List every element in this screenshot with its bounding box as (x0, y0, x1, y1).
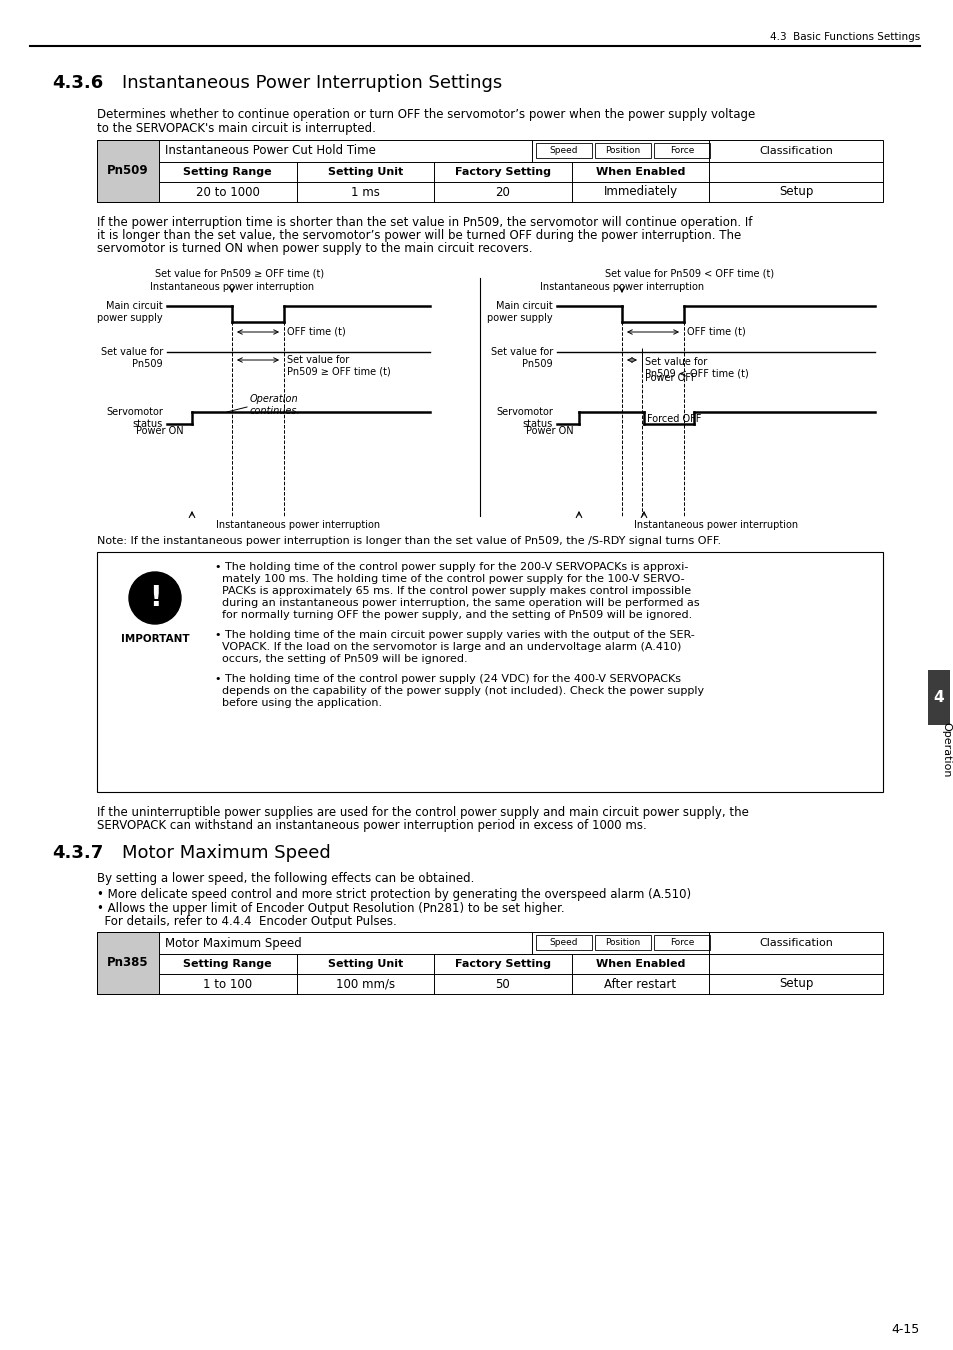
Bar (595, 936, 651, 950)
Text: 20: 20 (495, 185, 510, 198)
Text: depends on the capability of the power supply (not included). Check the power su: depends on the capability of the power s… (214, 686, 703, 697)
Text: 4.3.7: 4.3.7 (52, 844, 103, 863)
Text: Setup: Setup (778, 185, 813, 198)
Text: 20 to 1000: 20 to 1000 (195, 185, 259, 198)
Text: Pn385: Pn385 (107, 957, 149, 969)
Text: Setting Unit: Setting Unit (328, 167, 402, 177)
Text: 4.3.6: 4.3.6 (52, 74, 103, 92)
Text: Main circuit
power supply: Main circuit power supply (487, 301, 553, 323)
Text: Position: Position (605, 938, 640, 946)
Text: Note: If the instantaneous power interruption is longer than the set value of Pn: Note: If the instantaneous power interru… (97, 536, 720, 545)
Text: Servomotor
status: Servomotor status (106, 408, 163, 429)
Text: Classification: Classification (759, 146, 832, 157)
Text: Instantaneous power interruption: Instantaneous power interruption (150, 282, 314, 292)
Text: After restart: After restart (604, 977, 676, 991)
Bar (927, 670, 949, 725)
Text: Forced OFF: Forced OFF (646, 414, 700, 424)
Text: Setting Unit: Setting Unit (328, 958, 402, 969)
Text: • The holding time of the control power supply for the 200-V SERVOPACKs is appro: • The holding time of the control power … (214, 562, 688, 572)
Text: Power OFF: Power OFF (644, 373, 696, 383)
Text: When Enabled: When Enabled (595, 958, 684, 969)
Text: Instantaneous Power Cut Hold Time: Instantaneous Power Cut Hold Time (165, 144, 375, 158)
Text: 4.3  Basic Functions Settings: 4.3 Basic Functions Settings (769, 32, 919, 42)
Text: If the power interruption time is shorter than the set value in Pn509, the servo: If the power interruption time is shorte… (97, 216, 752, 230)
Text: 1 ms: 1 ms (351, 185, 379, 198)
Text: • The holding time of the main circuit power supply varies with the output of th: • The holding time of the main circuit p… (214, 630, 694, 640)
Text: Set value for Pn509 < OFF time (t): Set value for Pn509 < OFF time (t) (605, 269, 774, 278)
Text: Setting Range: Setting Range (183, 167, 272, 177)
Text: before using the application.: before using the application. (214, 698, 382, 707)
Text: Motor Maximum Speed: Motor Maximum Speed (165, 937, 301, 949)
Text: occurs, the setting of Pn509 will be ignored.: occurs, the setting of Pn509 will be ign… (214, 653, 467, 664)
Text: If the uninterruptible power supplies are used for the control power supply and : If the uninterruptible power supplies ar… (97, 806, 748, 819)
Text: Instantaneous power interruption: Instantaneous power interruption (216, 520, 380, 531)
Text: Power ON: Power ON (526, 427, 574, 436)
Text: Immediately: Immediately (602, 185, 677, 198)
Text: Force: Force (669, 146, 694, 155)
Bar (654, 936, 709, 950)
Text: • More delicate speed control and more strict protection by generating the overs: • More delicate speed control and more s… (97, 888, 690, 900)
Text: Position: Position (605, 146, 640, 155)
Text: Set value for
Pn509: Set value for Pn509 (490, 347, 553, 369)
Bar (97, 140, 159, 202)
Bar (97, 552, 882, 792)
Text: Operation: Operation (940, 722, 950, 778)
Text: for normally turning OFF the power supply, and the setting of Pn509 will be igno: for normally turning OFF the power suppl… (214, 610, 692, 620)
Text: Power ON: Power ON (136, 427, 184, 436)
Bar (97, 931, 159, 994)
Text: VOPACK. If the load on the servomotor is large and an undervoltage alarm (A.410): VOPACK. If the load on the servomotor is… (214, 643, 680, 652)
Text: OFF time (t): OFF time (t) (686, 327, 745, 338)
Text: For details, refer to 4.4.4  Encoder Output Pulses.: For details, refer to 4.4.4 Encoder Outp… (97, 915, 396, 927)
Text: Determines whether to continue operation or turn OFF the servomotor’s power when: Determines whether to continue operation… (97, 108, 755, 122)
Text: it is longer than the set value, the servomotor’s power will be turned OFF durin: it is longer than the set value, the ser… (97, 230, 740, 242)
Text: 100 mm/s: 100 mm/s (335, 977, 395, 991)
Text: 50: 50 (495, 977, 510, 991)
Text: By setting a lower speed, the following effects can be obtained.: By setting a lower speed, the following … (97, 872, 474, 886)
Text: When Enabled: When Enabled (595, 167, 684, 177)
Text: 4-15: 4-15 (891, 1323, 919, 1336)
Text: Set value for
Pn509 < OFF time (t): Set value for Pn509 < OFF time (t) (644, 356, 748, 378)
Text: servomotor is turned ON when power supply to the main circuit recovers.: servomotor is turned ON when power suppl… (97, 242, 532, 255)
Bar (536, 143, 592, 158)
Text: Pn509: Pn509 (107, 165, 149, 177)
Text: Instantaneous power interruption: Instantaneous power interruption (539, 282, 703, 292)
Text: Set value for
Pn509 ≥ OFF time (t): Set value for Pn509 ≥ OFF time (t) (287, 355, 391, 377)
Text: Instantaneous power interruption: Instantaneous power interruption (634, 520, 798, 531)
Text: Set value for Pn509 ≥ OFF time (t): Set value for Pn509 ≥ OFF time (t) (155, 269, 324, 278)
Bar (97, 931, 882, 994)
Text: OFF time (t): OFF time (t) (287, 327, 345, 338)
Text: SERVOPACK can withstand an instantaneous power interruption period in excess of : SERVOPACK can withstand an instantaneous… (97, 819, 646, 832)
Text: Motor Maximum Speed: Motor Maximum Speed (122, 844, 331, 863)
Text: Servomotor
status: Servomotor status (496, 408, 553, 429)
Bar (97, 140, 882, 202)
Text: Force: Force (669, 938, 694, 946)
Text: Speed: Speed (549, 146, 578, 155)
Text: Instantaneous Power Interruption Settings: Instantaneous Power Interruption Setting… (122, 74, 501, 92)
Bar (595, 143, 651, 158)
Text: 4: 4 (933, 690, 943, 705)
Text: • The holding time of the control power supply (24 VDC) for the 400-V SERVOPACKs: • The holding time of the control power … (214, 674, 680, 684)
Text: • Allows the upper limit of Encoder Output Resolution (Pn281) to be set higher.: • Allows the upper limit of Encoder Outp… (97, 902, 564, 915)
Bar (654, 143, 709, 158)
Text: mately 100 ms. The holding time of the control power supply for the 100-V SERVO-: mately 100 ms. The holding time of the c… (214, 574, 684, 585)
Text: Factory Setting: Factory Setting (455, 958, 550, 969)
Bar (536, 936, 592, 950)
Text: Main circuit
power supply: Main circuit power supply (97, 301, 163, 323)
Text: PACKs is approximately 65 ms. If the control power supply makes control impossib: PACKs is approximately 65 ms. If the con… (214, 586, 690, 595)
Text: !: ! (149, 585, 161, 612)
Text: IMPORTANT: IMPORTANT (121, 634, 189, 644)
Text: Setting Range: Setting Range (183, 958, 272, 969)
Text: Speed: Speed (549, 938, 578, 946)
Text: 1 to 100: 1 to 100 (203, 977, 253, 991)
Text: Set value for
Pn509: Set value for Pn509 (101, 347, 163, 369)
Text: Operation
continues.: Operation continues. (250, 394, 300, 416)
Circle shape (129, 572, 181, 624)
Text: Classification: Classification (759, 938, 832, 948)
Text: Setup: Setup (778, 977, 813, 991)
Text: to the SERVOPACK's main circuit is interrupted.: to the SERVOPACK's main circuit is inter… (97, 122, 375, 135)
Text: Factory Setting: Factory Setting (455, 167, 550, 177)
Text: during an instantaneous power interruption, the same operation will be performed: during an instantaneous power interrupti… (214, 598, 699, 608)
